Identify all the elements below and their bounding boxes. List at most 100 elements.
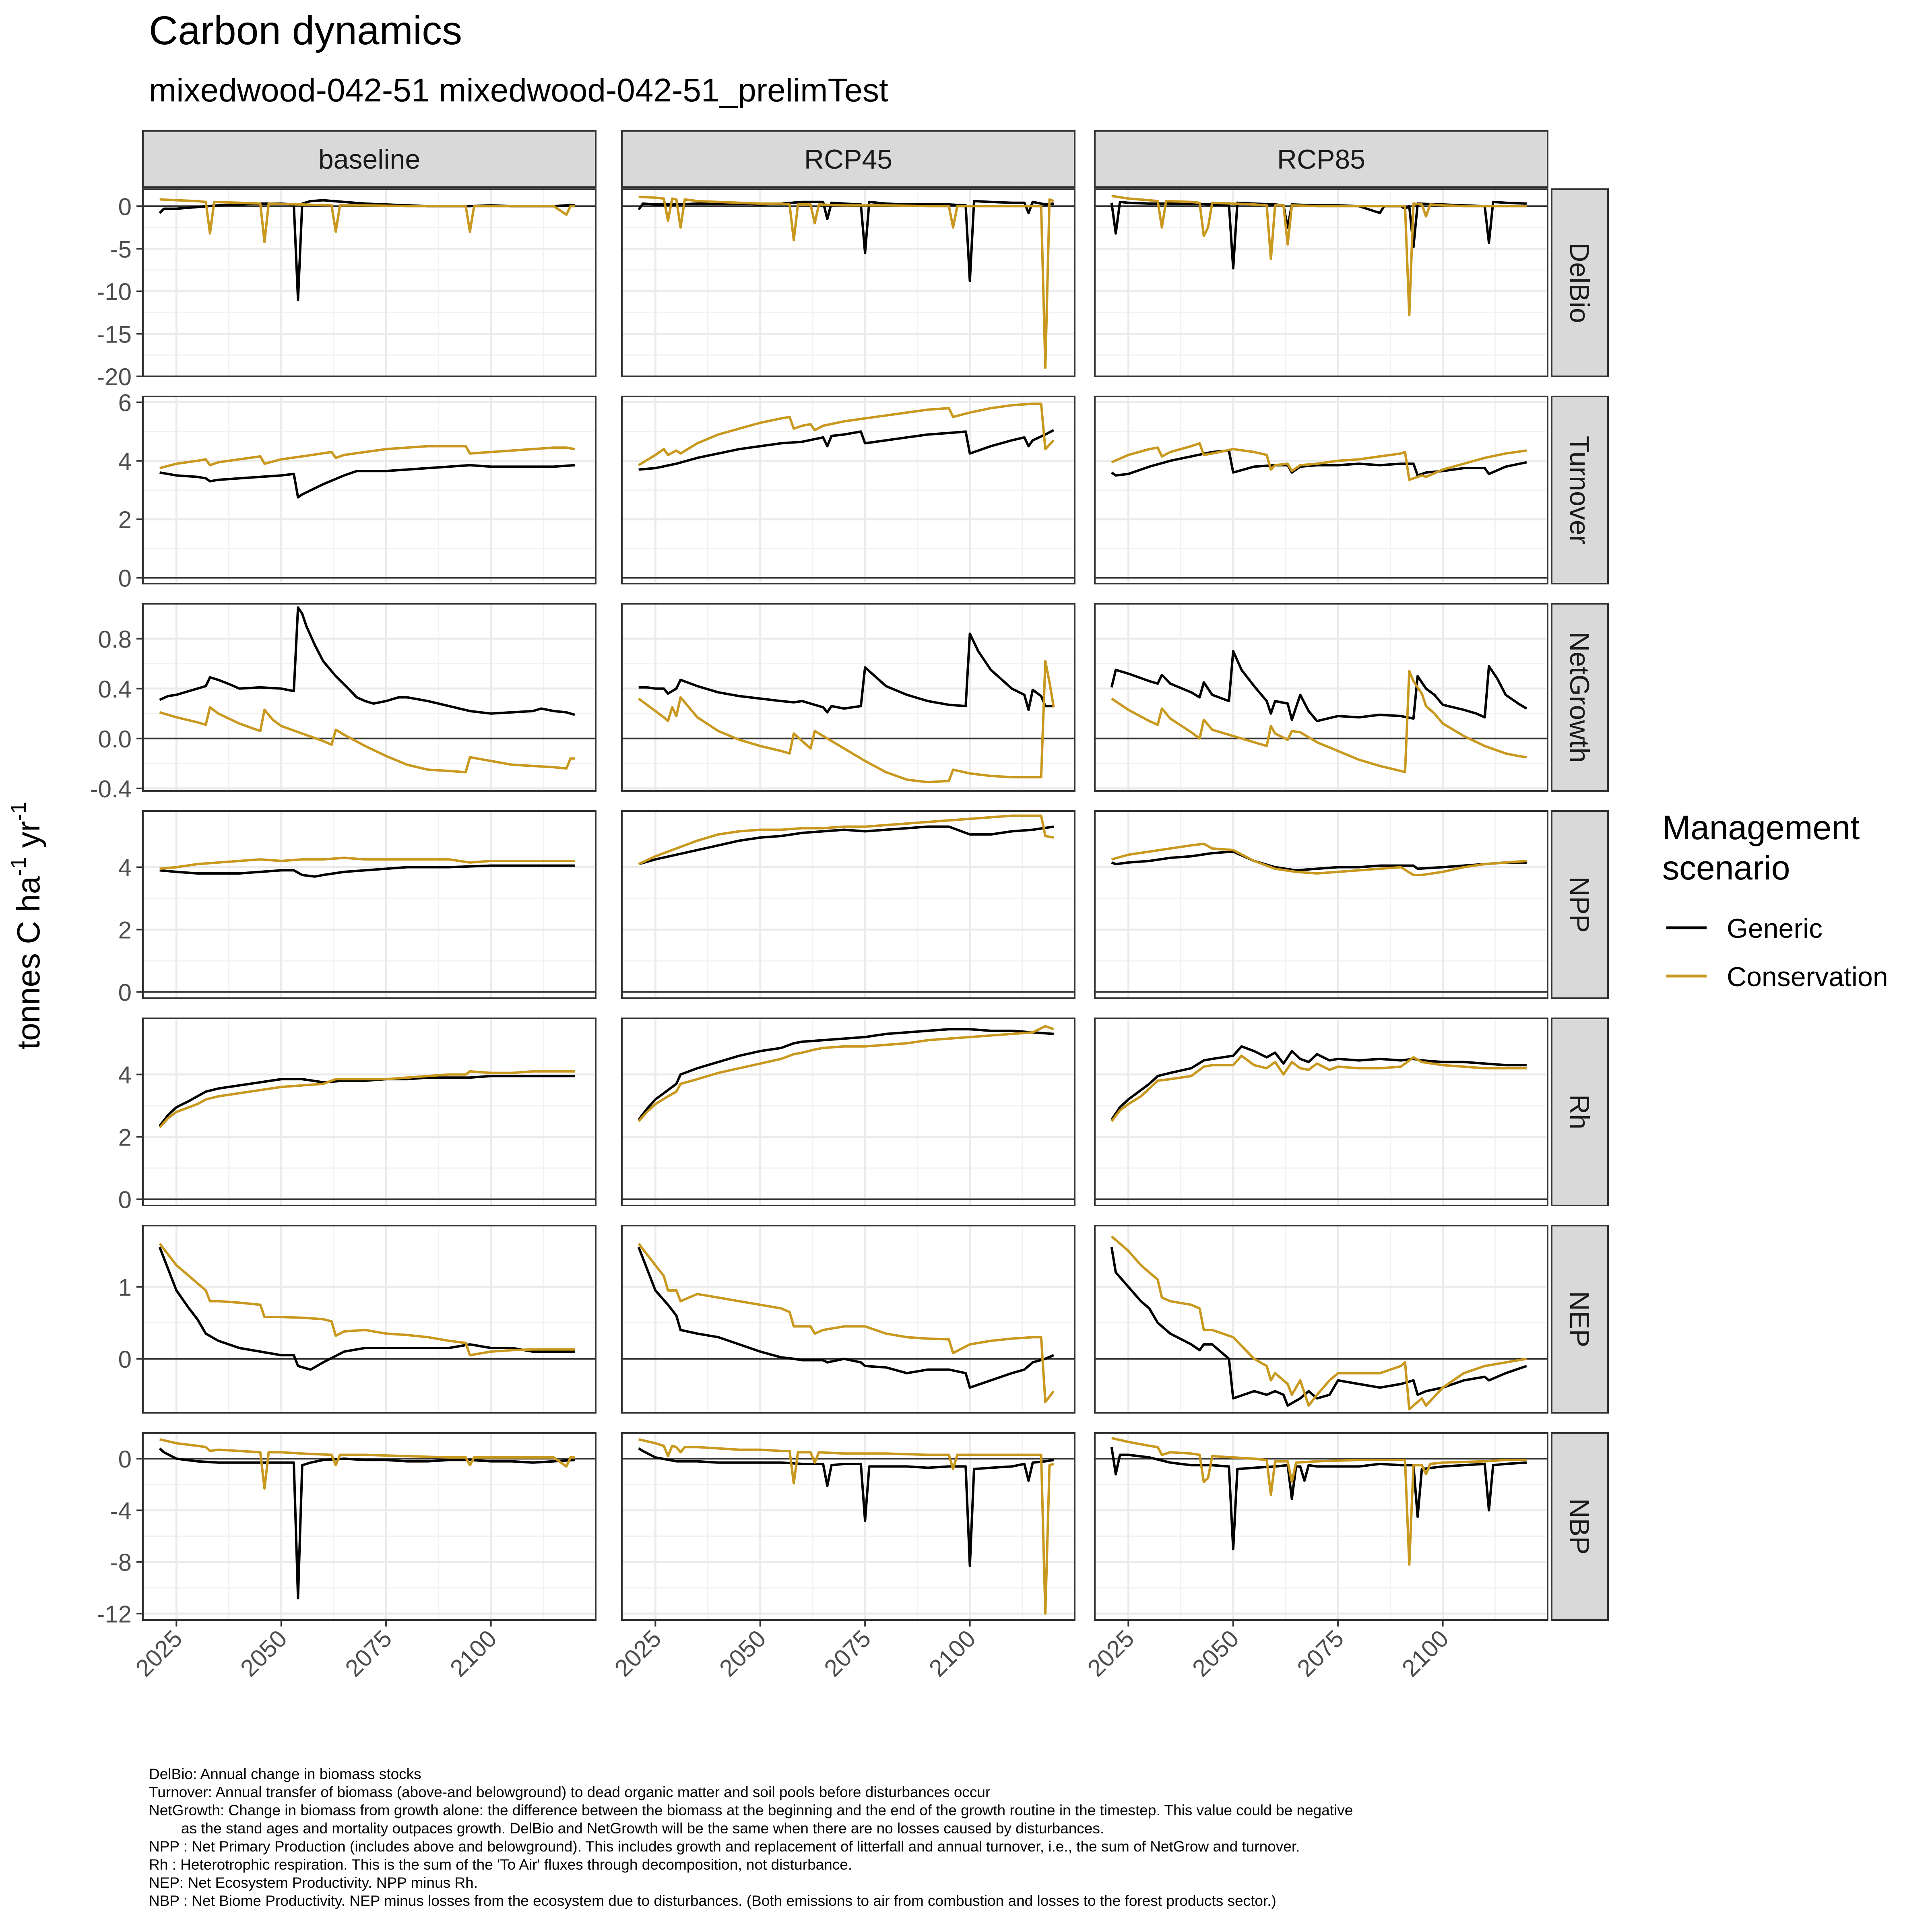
series-line-conservation-NEP-RCP85 bbox=[1110, 1235, 1527, 1411]
panel-border bbox=[621, 396, 1075, 584]
row-strip-Turnover bbox=[1551, 396, 1609, 584]
row-strip-NEP bbox=[1551, 1225, 1609, 1414]
series-line-conservation-NPP-RCP45 bbox=[638, 814, 1054, 865]
facet-strip-label-baseline: baseline bbox=[318, 144, 420, 175]
y-tick-label-DelBio-0: 0 bbox=[118, 193, 132, 220]
row-strip-NBP bbox=[1551, 1432, 1609, 1621]
panel-NBP-RCP85 bbox=[1094, 1432, 1548, 1621]
panel-background bbox=[622, 604, 1075, 791]
caption-npp: NPP : Net Primary Production (includes a… bbox=[149, 1838, 1300, 1855]
panel-Rh-RCP85 bbox=[1094, 1018, 1548, 1206]
chart-title: Carbon dynamics bbox=[149, 8, 462, 53]
series-line-generic-NetGrowth-baseline bbox=[159, 606, 575, 716]
y-axis-label-mid: yr bbox=[10, 821, 46, 857]
panel-Turnover-baseline bbox=[142, 396, 597, 584]
panel-border bbox=[142, 1018, 597, 1206]
y-tick-label-NEP-1: 1 bbox=[118, 1274, 132, 1301]
series-line-generic-Rh-RCP45 bbox=[638, 1028, 1054, 1121]
facet-strip-label-RCP45: RCP45 bbox=[804, 144, 892, 175]
panel-border bbox=[142, 1225, 597, 1414]
y-tick-label-NPP-1: 2 bbox=[118, 917, 132, 944]
panel-border bbox=[621, 1018, 1075, 1206]
series-line-generic-NBP-baseline bbox=[159, 1447, 575, 1600]
panel-border bbox=[142, 810, 597, 999]
series-line-conservation-NBP-RCP85 bbox=[1111, 1437, 1527, 1566]
panel-NBP-baseline bbox=[142, 1432, 597, 1621]
series-line-generic-NBP-RCP85 bbox=[1110, 1447, 1527, 1550]
row-strip-label-NBP: NBP bbox=[1564, 1499, 1595, 1555]
series-line-conservation-NPP-RCP85 bbox=[1111, 842, 1527, 876]
panel-background bbox=[1095, 189, 1548, 376]
panel-background bbox=[143, 1433, 596, 1620]
y-tick-label-NBP-0: 0 bbox=[118, 1446, 132, 1473]
panel-DelBio-baseline bbox=[142, 188, 597, 378]
panel-NPP-baseline bbox=[142, 810, 597, 999]
caption-turnover: Turnover: Annual transfer of biomass (ab… bbox=[149, 1784, 990, 1800]
y-tick-label-Turnover-3: 6 bbox=[118, 390, 132, 417]
panel-border bbox=[142, 188, 597, 377]
series-line-generic-NEP-RCP45 bbox=[637, 1247, 1055, 1389]
facet-panels: baseline RCP45 RCP85 DelBio 0 -5 -10 -15 -20 Turn… bbox=[90, 130, 1609, 1682]
row-strip-label-Rh: Rh bbox=[1564, 1094, 1595, 1129]
series-line-conservation-Turnover-RCP45 bbox=[638, 402, 1055, 466]
y-tick-label-Turnover-0: 0 bbox=[118, 565, 132, 592]
caption-nep: NEP: Net Ecosystem Productivity. NPP min… bbox=[149, 1874, 478, 1891]
series-line-conservation-Rh-RCP45 bbox=[638, 1025, 1054, 1122]
y-tick-label-DelBio-4: -20 bbox=[97, 363, 132, 390]
series-line-conservation-NetGrowth-baseline bbox=[159, 706, 575, 774]
row-strip-label-DelBio: DelBio bbox=[1564, 242, 1595, 323]
legend: Management scenario Generic Conservation bbox=[1662, 809, 1888, 992]
series-line-conservation-NEP-RCP45 bbox=[638, 1243, 1055, 1404]
panel-Rh-RCP45 bbox=[621, 1018, 1075, 1206]
panel-background bbox=[143, 604, 596, 791]
panel-NetGrowth-RCP85 bbox=[1094, 603, 1548, 792]
panel-border bbox=[621, 188, 1075, 377]
series-line-generic-NBP-RCP45 bbox=[638, 1447, 1054, 1567]
facet-strip-label-RCP85: RCP85 bbox=[1277, 144, 1365, 175]
caption-rh: Rh : Heterotrophic respiration. This is … bbox=[149, 1856, 852, 1873]
y-tick-label-NBP-1: -4 bbox=[110, 1497, 132, 1524]
panel-border bbox=[1094, 188, 1548, 377]
facet-strip-baseline bbox=[142, 130, 597, 188]
panel-NPP-RCP85 bbox=[1094, 810, 1548, 999]
series-line-generic-NEP-baseline bbox=[158, 1247, 575, 1371]
series-line-conservation-DelBio-baseline bbox=[159, 198, 575, 243]
series-line-conservation-NetGrowth-RCP45 bbox=[638, 660, 1055, 784]
chart-subtitle: mixedwood-042-51 mixedwood-042-51_prelim… bbox=[149, 72, 888, 109]
y-axis-label-sup2: -1 bbox=[6, 802, 31, 821]
y-tick-label-DelBio-1: -5 bbox=[110, 236, 132, 263]
panel-border bbox=[142, 396, 597, 584]
y-axis-label-main: tonnes C ha bbox=[10, 876, 46, 1050]
series-line-conservation-DelBio-RCP85 bbox=[1111, 194, 1527, 316]
row-strip-DelBio bbox=[1551, 188, 1609, 377]
caption-nbp: NBP : Net Biome Productivity. NEP minus … bbox=[149, 1893, 1276, 1909]
series-line-generic-DelBio-RCP45 bbox=[638, 200, 1054, 283]
panel-border bbox=[142, 1432, 597, 1621]
row-strip-label-NPP: NPP bbox=[1564, 877, 1595, 933]
row-strip-label-Turnover: Turnover bbox=[1564, 436, 1595, 545]
y-tick-label-NBP-3: -12 bbox=[97, 1601, 132, 1628]
row-strip-Rh bbox=[1551, 1018, 1609, 1206]
series-line-conservation-Turnover-baseline bbox=[159, 445, 575, 469]
legend-label-conservation: Conservation bbox=[1727, 962, 1888, 992]
row-strip-label-NetGrowth: NetGrowth bbox=[1564, 632, 1595, 763]
series-line-conservation-Rh-RCP85 bbox=[1110, 1055, 1527, 1122]
y-tick-label-Rh-2: 4 bbox=[118, 1062, 132, 1089]
panel-background bbox=[622, 189, 1075, 376]
panel-background bbox=[622, 1018, 1075, 1205]
panel-background bbox=[1095, 1018, 1548, 1205]
panel-NetGrowth-RCP45 bbox=[621, 603, 1075, 792]
caption-netgrowth-2: as the stand ages and mortality outpaces… bbox=[181, 1820, 1104, 1837]
panel-DelBio-RCP45 bbox=[621, 188, 1075, 378]
panel-DelBio-RCP85 bbox=[1094, 188, 1548, 378]
series-line-conservation-NBP-baseline bbox=[159, 1438, 575, 1490]
series-line-conservation-NEP-baseline bbox=[159, 1243, 575, 1356]
series-line-generic-NEP-RCP85 bbox=[1110, 1247, 1527, 1407]
y-tick-label-NPP-0: 0 bbox=[118, 979, 132, 1006]
panel-border bbox=[1094, 603, 1548, 792]
panel-border bbox=[621, 603, 1075, 792]
panel-Rh-baseline bbox=[142, 1018, 597, 1206]
panel-NetGrowth-baseline bbox=[142, 603, 597, 792]
series-line-generic-NetGrowth-RCP45 bbox=[638, 632, 1054, 714]
